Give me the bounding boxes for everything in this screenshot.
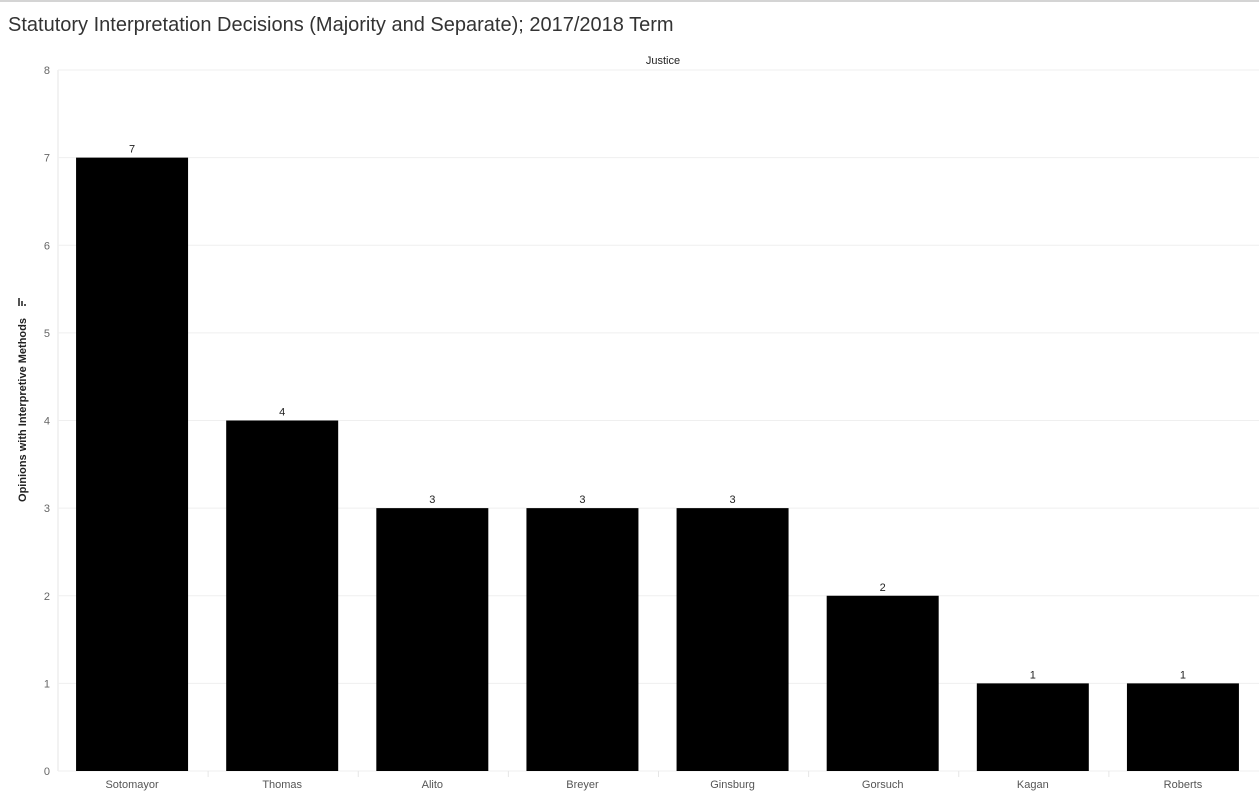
bar-breyer xyxy=(526,508,639,771)
top-border xyxy=(0,0,1259,2)
y-tick-label: 2 xyxy=(44,591,50,603)
bar-ginsburg xyxy=(676,508,789,771)
y-axis-title: Opinions with Interpretive Methods xyxy=(17,318,29,502)
x-tick-label: Kagan xyxy=(1017,779,1049,791)
bar-gorsuch xyxy=(826,595,939,771)
data-label: 2 xyxy=(880,582,886,594)
bar-roberts xyxy=(1126,683,1239,771)
y-tick-label: 1 xyxy=(44,678,50,690)
data-label: 1 xyxy=(1030,669,1036,681)
y-tick-label: 7 xyxy=(44,153,50,165)
bar-alito xyxy=(376,508,489,771)
x-tick-label: Roberts xyxy=(1164,779,1203,791)
y-tick-label: 3 xyxy=(44,503,50,515)
bar-sotomayor xyxy=(76,157,189,771)
data-label: 1 xyxy=(1180,669,1186,681)
chart-title: Statutory Interpretation Decisions (Majo… xyxy=(8,14,674,36)
x-tick-label: Ginsburg xyxy=(710,779,755,791)
x-tick-label: Gorsuch xyxy=(862,779,904,791)
x-axis-title: Justice xyxy=(646,55,680,67)
bar-thomas xyxy=(226,420,339,771)
x-tick-label: Thomas xyxy=(262,779,302,791)
sort-descending-icon[interactable] xyxy=(18,298,26,306)
data-label: 3 xyxy=(730,494,736,506)
x-tick-label: Breyer xyxy=(566,779,599,791)
y-tick-label: 8 xyxy=(44,65,50,77)
y-tick-label: 6 xyxy=(44,240,50,252)
data-label: 4 xyxy=(279,407,285,419)
bar-kagan xyxy=(976,683,1089,771)
y-tick-label: 0 xyxy=(44,766,50,778)
x-tick-label: Alito xyxy=(422,779,443,791)
data-label: 3 xyxy=(579,494,585,506)
y-tick-label: 5 xyxy=(44,328,50,340)
y-tick-label: 4 xyxy=(44,416,50,428)
data-label: 7 xyxy=(129,144,135,156)
data-label: 3 xyxy=(429,494,435,506)
x-tick-label: Sotomayor xyxy=(105,779,159,791)
